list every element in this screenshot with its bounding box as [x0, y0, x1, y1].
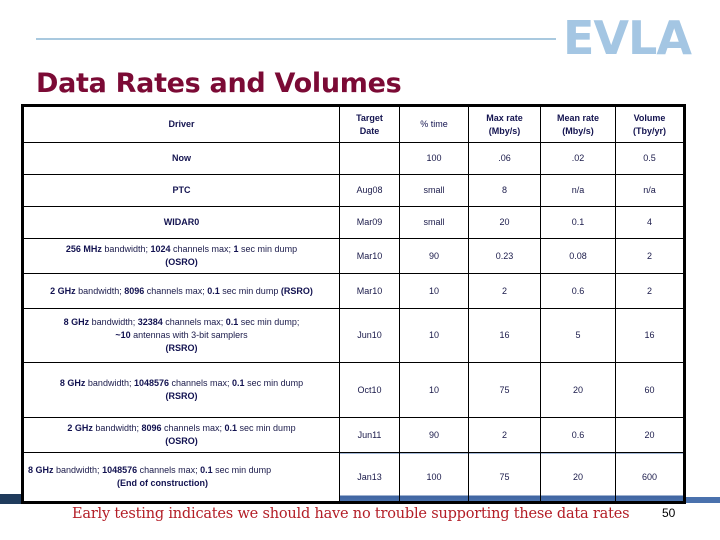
volume-cell: n/a: [615, 174, 685, 207]
page-number: 50: [662, 506, 676, 520]
target-date-cell: Mar10: [339, 238, 400, 274]
slide-title: Data Rates and Volumes: [36, 68, 402, 99]
mean-rate-cell: n/a: [540, 174, 616, 207]
mean-rate-cell: .02: [540, 142, 616, 175]
volume-cell: 4: [615, 206, 685, 239]
volume-cell: 600: [615, 452, 685, 503]
col-header-pct-time: % time: [399, 105, 469, 143]
evla-logo: EVLA: [563, 11, 692, 65]
max-rate-cell: 0.23: [468, 238, 541, 274]
col-header-mean-rate: Mean rate (Mby/s): [540, 105, 616, 143]
pct-time-cell: small: [399, 206, 469, 239]
volume-cell: 16: [615, 308, 685, 363]
header-rule: [36, 38, 556, 40]
pct-time-cell: 10: [399, 273, 469, 309]
target-date-cell: [339, 142, 400, 175]
volume-cell: 20: [615, 417, 685, 453]
pct-time-cell: 10: [399, 362, 469, 418]
max-rate-cell: 16: [468, 308, 541, 363]
col-header-driver: Driver: [22, 105, 340, 143]
pct-time-cell: 90: [399, 238, 469, 274]
table-header-row: Driver Target Date % time Max rate (Mby/s)…: [22, 105, 685, 143]
target-date-cell: Mar10: [339, 273, 400, 309]
driver-cell: WIDAR0: [22, 206, 340, 239]
mean-rate-cell: 0.08: [540, 238, 616, 274]
driver-cell: 256 MHz bandwidth; 1024 channels max; 1 …: [22, 238, 340, 274]
pct-time-cell: 90: [399, 417, 469, 453]
max-rate-cell: 8: [468, 174, 541, 207]
target-date-cell: Jun10: [339, 308, 400, 363]
volume-cell: 0.5: [615, 142, 685, 175]
mean-rate-cell: 20: [540, 452, 616, 503]
table-row: Now 100 .06 .02 0.5: [22, 142, 685, 175]
mean-rate-cell: 0.6: [540, 417, 616, 453]
table-row: WIDAR0 Mar09 small 20 0.1 4: [22, 206, 685, 239]
target-date-cell: Jan13: [339, 452, 400, 503]
volume-cell: 60: [615, 362, 685, 418]
table-row: 2 GHz bandwidth; 8096 channels max; 0.1 …: [22, 273, 685, 309]
max-rate-cell: 2: [468, 417, 541, 453]
table-row: PTC Aug08 small 8 n/a n/a: [22, 174, 685, 207]
mean-rate-cell: 5: [540, 308, 616, 363]
pct-time-cell: small: [399, 174, 469, 207]
pct-time-cell: 100: [399, 142, 469, 175]
driver-cell: 8 GHz bandwidth; 1048576 channels max; 0…: [22, 452, 340, 503]
table-row: 8 GHz bandwidth; 1048576 channels max; 0…: [22, 362, 685, 418]
driver-cell: 2 GHz bandwidth; 8096 channels max; 0.1 …: [22, 273, 340, 309]
target-date-cell: Aug08: [339, 174, 400, 207]
table-row: 8 GHz bandwidth; 1048576 channels max; 0…: [22, 452, 685, 503]
driver-cell: PTC: [22, 174, 340, 207]
table-row: 8 GHz bandwidth; 32384 channels max; 0.1…: [22, 308, 685, 363]
table-row: 256 MHz bandwidth; 1024 channels max; 1 …: [22, 238, 685, 274]
col-header-target-date: Target Date: [339, 105, 400, 143]
target-date-cell: Mar09: [339, 206, 400, 239]
footer-note: Early testing indicates we should have n…: [72, 506, 630, 522]
footer-bar-left: [0, 494, 24, 504]
target-date-cell: Oct10: [339, 362, 400, 418]
mean-rate-cell: 0.1: [540, 206, 616, 239]
data-rates-table: Driver Target Date % time Max rate (Mby/s)…: [21, 104, 686, 504]
driver-cell: 2 GHz bandwidth; 8096 channels max; 0.1 …: [22, 417, 340, 453]
mean-rate-cell: 0.6: [540, 273, 616, 309]
max-rate-cell: 20: [468, 206, 541, 239]
max-rate-cell: 75: [468, 362, 541, 418]
footer-bar-right: [683, 497, 720, 503]
max-rate-cell: 75: [468, 452, 541, 503]
target-date-cell: Jun11: [339, 417, 400, 453]
driver-cell: 8 GHz bandwidth; 1048576 channels max; 0…: [22, 362, 340, 418]
col-header-max-rate: Max rate (Mby/s): [468, 105, 541, 143]
volume-cell: 2: [615, 273, 685, 309]
driver-cell: Now: [22, 142, 340, 175]
mean-rate-cell: 20: [540, 362, 616, 418]
max-rate-cell: 2: [468, 273, 541, 309]
pct-time-cell: 100: [399, 452, 469, 503]
max-rate-cell: .06: [468, 142, 541, 175]
table-row: 2 GHz bandwidth; 8096 channels max; 0.1 …: [22, 417, 685, 453]
volume-cell: 2: [615, 238, 685, 274]
col-header-volume: Volume (Tby/yr): [615, 105, 685, 143]
driver-cell: 8 GHz bandwidth; 32384 channels max; 0.1…: [22, 308, 340, 363]
pct-time-cell: 10: [399, 308, 469, 363]
